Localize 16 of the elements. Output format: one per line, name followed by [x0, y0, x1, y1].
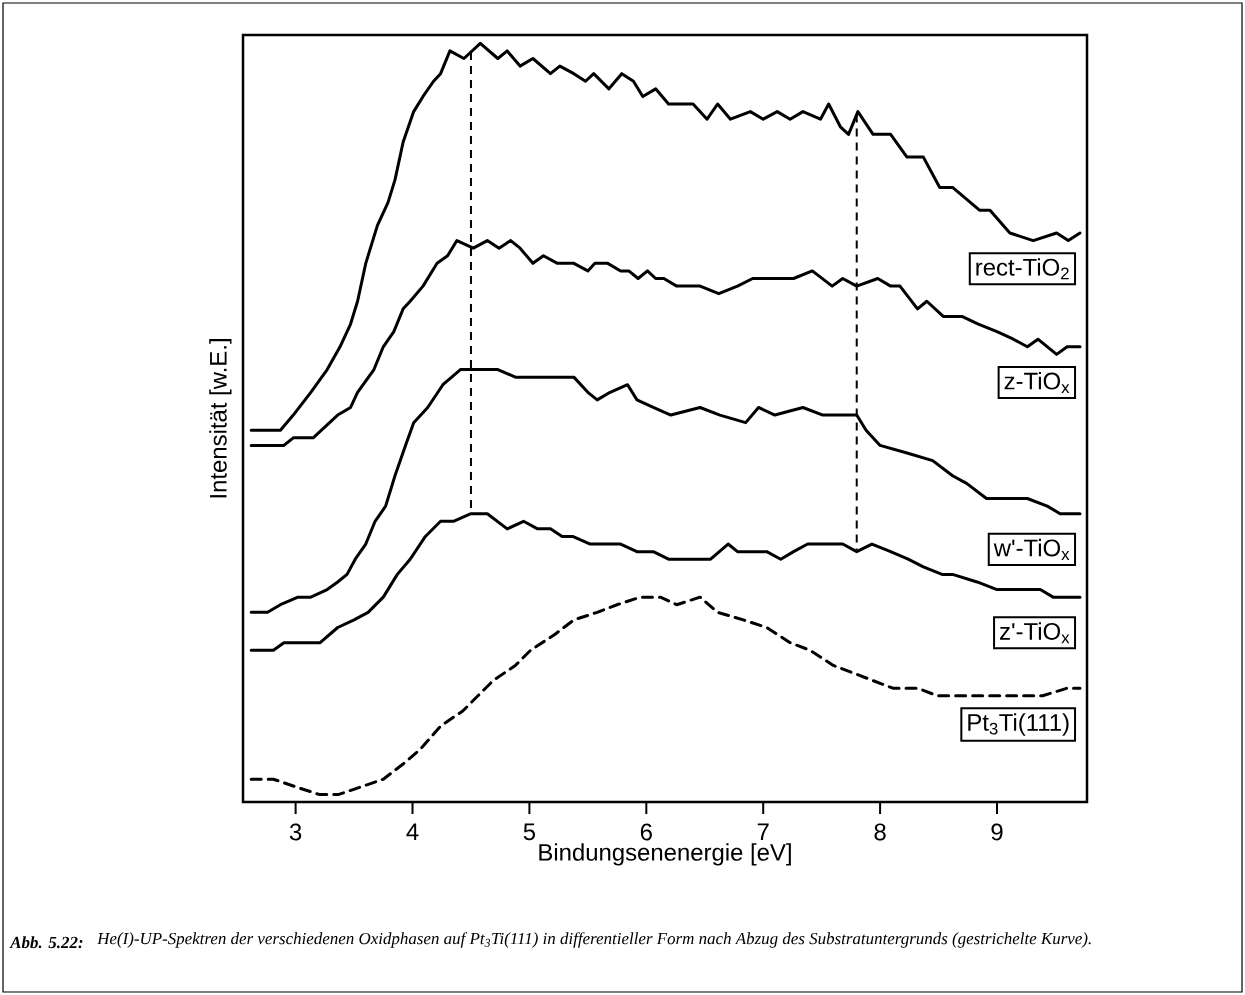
y-axis-title: Intensität [w.E.]: [209, 339, 232, 498]
caption: Abb. 5.22:: [9, 936, 83, 949]
series-label: z-TiO$_{x}$: [1004, 371, 1070, 394]
x-tick-label: 8: [874, 823, 886, 841]
x-tick-label: 3: [289, 823, 302, 841]
series-label: Pt$_{3}$Ti(111): [968, 713, 1069, 736]
x-tick-label: 5: [523, 823, 536, 841]
x-tick-label: 9: [991, 823, 1003, 841]
x-tick-label: 4: [406, 823, 419, 840]
text: He(I)-UP-Spektren der verschiedenen Oxidphasen auf Pt$_{3}$Ti(111) in differentieller Form nach Abzug des Substratuntergrunds (gestrichelte Kurve).: [97, 932, 1091, 948]
x-tick-label: 7: [757, 823, 769, 840]
x-tick-label: 6: [640, 823, 652, 841]
x-axis-title: Bindungsenenergie [eV]: [539, 843, 791, 866]
series-label: w'-TiO$_{x}$: [993, 538, 1070, 560]
series-label: rect-TiO$_{2}$: [976, 258, 1069, 280]
series-label: z'-TiO$_{x}$: [1000, 622, 1070, 644]
